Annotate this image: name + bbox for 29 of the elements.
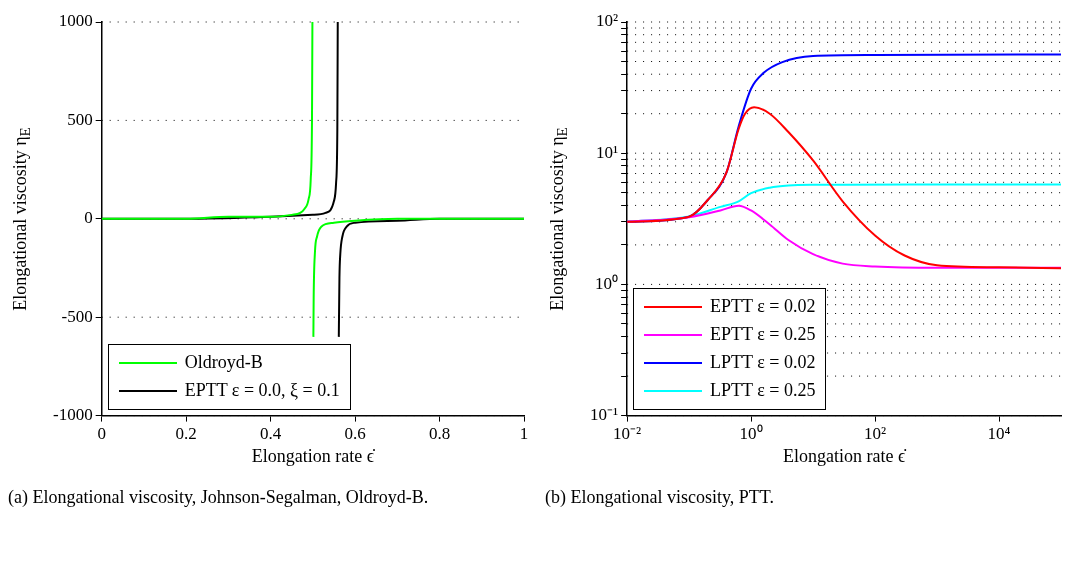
y-tick-label: 1000	[58, 11, 93, 31]
x-tick-label: 10⁴	[987, 424, 1011, 444]
y-tick-label: 0	[84, 208, 93, 228]
x-tick-label: 10²	[863, 424, 887, 444]
y-tick-label: -1000	[52, 405, 93, 425]
y-tick-label: 10⁻¹	[589, 405, 619, 425]
x-tick-label: 10⁻²	[613, 424, 642, 444]
x-tick-label: 0.2	[175, 424, 197, 444]
legend-label: EPTT ε = 0.25	[710, 324, 816, 346]
x-tick-label: 10⁰	[739, 424, 763, 444]
y-tick-label: 10²	[595, 11, 619, 31]
legend-label: EPTT ε = 0.02	[710, 296, 816, 318]
legend-label: Oldroyd-B	[184, 352, 263, 374]
legend-label: LPTT ε = 0.25	[710, 380, 816, 402]
x-tick-label: 0.6	[344, 424, 366, 444]
text: (b) Elongational viscosity, PTT.	[545, 486, 775, 509]
x-tick-label: 0.8	[428, 424, 451, 444]
y-tick-label: -500	[61, 306, 93, 326]
x-axis-title: Elongation rate ϵ̇	[782, 445, 906, 467]
legend-label: EPTT ε = 0.0, ξ = 0.1	[184, 380, 340, 402]
y-tick-label: 10⁰	[595, 273, 619, 293]
x-tick-label: 1	[519, 424, 529, 444]
x-axis-title: Elongation rate ϵ̇	[251, 445, 374, 467]
y-tick-label: 10¹	[595, 142, 619, 162]
x-tick-label: 0	[97, 424, 106, 444]
legend-label: LPTT ε = 0.02	[710, 352, 816, 374]
text: (a) Elongational viscosity, Johnson-Segalman, Oldroyd-B.	[8, 486, 430, 509]
y-tick-label: 500	[67, 109, 93, 129]
x-tick-label: 0.4	[259, 424, 282, 444]
